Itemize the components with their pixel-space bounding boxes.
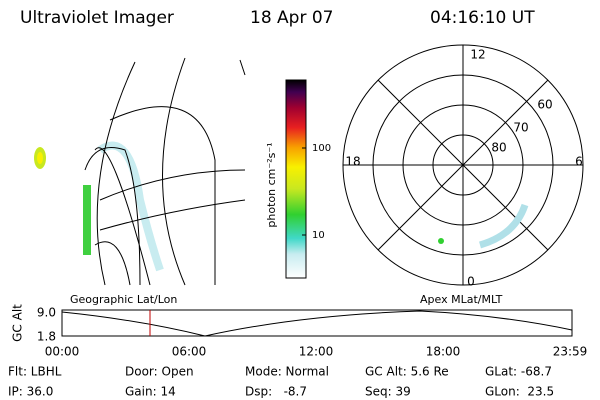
spokes [343, 45, 583, 285]
mlt-label: 18 [345, 155, 360, 169]
aurora-dot [438, 238, 444, 244]
time: 04:16:10 UT [430, 8, 535, 28]
x-tick-label: 06:00 [172, 345, 207, 359]
status-field: IP: 36.0 [8, 385, 53, 399]
x-tick-label: 12:00 [299, 345, 334, 359]
aurora-band [83, 185, 91, 255]
map-panel [34, 57, 246, 286]
y-tick-label: 9.0 [37, 306, 56, 320]
polar-label: Apex MLat/MLT [420, 293, 503, 306]
status-field: Seq: 39 [365, 385, 411, 399]
status-field: Mode: Normal [245, 365, 329, 379]
status-field: Door: Open [125, 365, 194, 379]
date: 18 Apr 07 [250, 8, 333, 28]
x-tick-label: 18:00 [426, 345, 461, 359]
cb-label: photon cm⁻²s⁻¹ [265, 142, 278, 227]
aurora-glow [97, 141, 164, 272]
x-tick-label: 23:59 [553, 345, 588, 359]
y-tick-label: 1.8 [37, 330, 56, 344]
lat-label: 80 [491, 141, 506, 155]
map-label: Geographic Lat/Lon [70, 293, 177, 306]
status-field: Flt: LBHL [8, 365, 62, 379]
aurora-core [37, 152, 43, 164]
plot-frame [61, 309, 573, 337]
mlt-label: 12 [470, 48, 485, 62]
aurora-oval [478, 203, 529, 249]
lat-label: 70 [513, 121, 528, 135]
status-field: GLat: -68.7 [485, 365, 552, 379]
status-field: Dsp: -8.7 [245, 385, 307, 399]
cb-tick-label: 10 [312, 230, 325, 241]
status-field: GC Alt: 5.6 Re [365, 365, 449, 379]
map-grid [84, 57, 246, 286]
polar-plot: 12 18 6 0 60 70 80 [342, 44, 584, 289]
cb-tick-label: 100 [312, 143, 331, 154]
x-tick-label: 00:00 [45, 345, 80, 359]
status-field: GLon: 23.5 [485, 385, 554, 399]
status-field: Gain: 14 [125, 385, 176, 399]
mlt-label: 6 [575, 155, 583, 169]
mlt-label: 0 [467, 275, 475, 289]
title: Ultraviolet Imager [20, 8, 174, 28]
colorbar [285, 79, 307, 279]
altitude-curve [61, 310, 573, 337]
altitude-plot: GC Alt 9.0 1.8 [11, 304, 573, 344]
y-label: GC Alt [11, 304, 25, 342]
lat-label: 60 [537, 98, 552, 112]
